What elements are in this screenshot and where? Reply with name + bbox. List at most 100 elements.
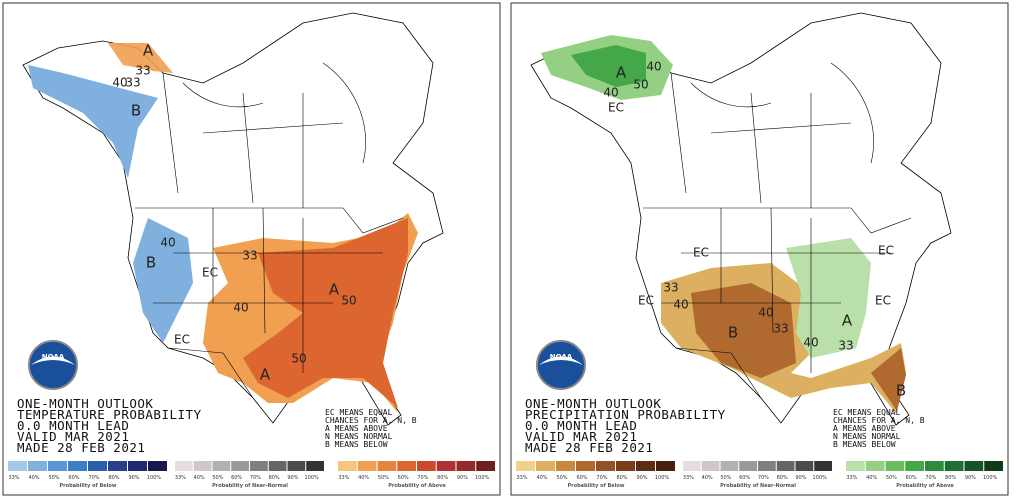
- title-line: ONE-MONTH OUTLOOK: [17, 396, 153, 411]
- map-label: EC: [174, 333, 190, 347]
- legend-caption: Probability of Above: [896, 483, 954, 489]
- below-area: [133, 218, 193, 343]
- legend-swatch: [683, 461, 701, 471]
- map-label: 50: [291, 352, 306, 366]
- below-area: [691, 283, 796, 378]
- legend-swatch: [8, 461, 27, 471]
- legend-swatch: [964, 461, 984, 471]
- legend-tick: 50%: [720, 475, 731, 481]
- legend-tick: 90%: [287, 475, 298, 481]
- legend-swatch: [377, 461, 397, 471]
- map-label: A: [143, 42, 154, 60]
- title-line: MADE 28 FEB 2021: [525, 440, 653, 455]
- map-label: 50: [341, 294, 356, 308]
- map-label: 33: [838, 339, 853, 353]
- legend-tick: 60%: [576, 475, 587, 481]
- map-label: 40: [603, 86, 618, 100]
- legend-tick: 100%: [304, 475, 319, 481]
- map-label: 50: [633, 78, 648, 92]
- map-label: B: [146, 254, 156, 272]
- legend-swatch: [338, 461, 357, 471]
- legend-swatch: [885, 461, 905, 471]
- above-area: [243, 218, 408, 408]
- map-label: 40: [758, 306, 773, 320]
- map-label: 33: [135, 64, 150, 78]
- legend-tick: 80%: [777, 475, 788, 481]
- map-label: 40: [112, 76, 127, 90]
- legend-swatch: [476, 461, 495, 471]
- legend-tick: 90%: [965, 475, 976, 481]
- note-line: A MEANS ABOVE: [325, 424, 388, 433]
- legend-tick: 40%: [194, 475, 205, 481]
- legend-tick: 50%: [556, 475, 567, 481]
- map-label: 40: [673, 298, 688, 312]
- legend-swatch: [616, 461, 635, 471]
- legend-tick: 33%: [846, 475, 857, 481]
- map-label: 33: [125, 76, 140, 90]
- below-area: [28, 65, 158, 178]
- note-line: N MEANS NORMAL: [833, 432, 901, 441]
- legend-tick: 50%: [378, 475, 389, 481]
- legend-swatch: [306, 461, 324, 471]
- legend-swatch: [925, 461, 944, 471]
- map-label: A: [260, 366, 271, 384]
- legend-tick: 33%: [683, 475, 694, 481]
- above-area: [108, 43, 173, 73]
- title-line: VALID MAR 2021: [17, 429, 129, 444]
- legend-tick: 80%: [616, 475, 627, 481]
- legend-swatch: [108, 461, 127, 471]
- legend-swatch: [701, 461, 720, 471]
- legend-swatch: [88, 461, 107, 471]
- legend-tick: 70%: [417, 475, 428, 481]
- legend-tick: 100%: [812, 475, 827, 481]
- legend-swatch: [28, 461, 47, 471]
- map-label: A: [616, 64, 627, 82]
- map-label: B: [728, 324, 738, 342]
- map-label: 40: [803, 336, 818, 350]
- legend-tick: 60%: [68, 475, 79, 481]
- legend-swatch: [865, 461, 885, 471]
- legend-tick: 40%: [28, 475, 39, 481]
- legend-swatch: [739, 461, 757, 471]
- legend-swatch: [417, 461, 436, 471]
- legend-swatch: [576, 461, 595, 471]
- map-label: 33: [663, 281, 678, 295]
- legend-tick: 60%: [739, 475, 750, 481]
- legend-swatch: [268, 461, 287, 471]
- legend-tick: 33%: [8, 475, 19, 481]
- legend-swatch: [720, 461, 739, 471]
- legend-swatch: [984, 461, 1003, 471]
- legend-caption: Probability of Near-Normal: [212, 483, 288, 489]
- logo-text: NOAA: [550, 353, 573, 361]
- legend-swatch: [357, 461, 377, 471]
- legend-tick: 70%: [596, 475, 607, 481]
- title-line: MADE 28 FEB 2021: [17, 440, 145, 455]
- legend-tick: 50%: [48, 475, 59, 481]
- note-line: B MEANS BELOW: [833, 440, 896, 449]
- map-label: A: [329, 281, 340, 299]
- legend-tick: 100%: [983, 475, 998, 481]
- noaa-logo: [28, 340, 78, 390]
- map-label: A: [842, 312, 853, 330]
- legend-swatch: [536, 461, 555, 471]
- legend-tick: 40%: [866, 475, 877, 481]
- legend-caption: Probability of Below: [60, 483, 117, 489]
- logo-text: NOAA: [42, 353, 65, 361]
- note-line: B MEANS BELOW: [325, 440, 388, 449]
- note-line: EC MEANS EQUAL: [833, 408, 901, 417]
- legend-swatch: [795, 461, 814, 471]
- note-line: A MEANS ABOVE: [833, 424, 896, 433]
- map-label: EC: [875, 294, 891, 308]
- note-line: N MEANS NORMAL: [325, 432, 393, 441]
- map-label: EC: [693, 246, 709, 260]
- above-area: [786, 238, 871, 358]
- legend-tick: 100%: [147, 475, 162, 481]
- legend-tick: 50%: [212, 475, 223, 481]
- legend-swatch: [516, 461, 535, 471]
- legend-swatch: [905, 461, 924, 471]
- legend-caption: Probability of Below: [568, 483, 625, 489]
- legend-swatch: [846, 461, 865, 471]
- legend-swatch: [556, 461, 575, 471]
- legend-swatch: [944, 461, 964, 471]
- map-label: 40: [646, 60, 661, 74]
